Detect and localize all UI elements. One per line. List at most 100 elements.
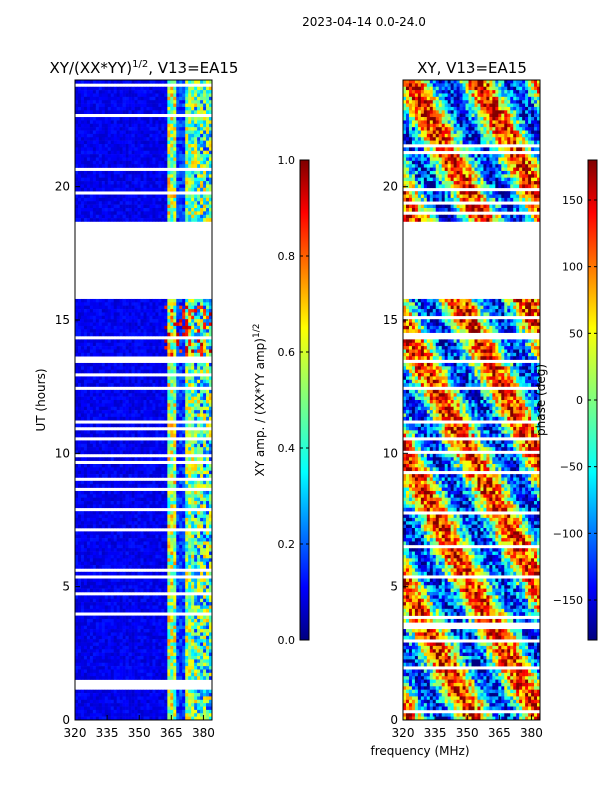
heatmap-cell — [119, 403, 123, 408]
heatmap-cell — [134, 544, 138, 549]
heatmap-cell — [176, 120, 180, 125]
heatmap-cell — [104, 106, 109, 111]
heatmap-cell — [86, 332, 91, 337]
heatmap-cell — [182, 423, 186, 428]
heatmap-cell — [155, 137, 159, 141]
heatmap-cell — [104, 551, 109, 556]
heatmap-cell — [194, 551, 198, 556]
heatmap-cell — [200, 517, 204, 522]
heatmap-cell — [167, 150, 171, 155]
heatmap-cell — [176, 204, 180, 209]
heatmap-cell — [86, 494, 91, 498]
heatmap-cell — [158, 184, 162, 189]
heatmap-cell — [104, 430, 109, 434]
heatmap-cell — [128, 400, 132, 404]
heatmap-cell — [101, 93, 106, 98]
heatmap-cell — [173, 538, 177, 542]
heatmap-cell — [116, 305, 120, 310]
heatmap-cell — [101, 329, 106, 333]
heatmap-cell — [182, 315, 186, 320]
heatmap-cell — [77, 504, 82, 509]
heatmap-cell — [128, 117, 132, 121]
heatmap-cell — [176, 86, 180, 91]
heatmap-cell — [98, 379, 103, 384]
heatmap-cell — [119, 366, 123, 370]
heatmap-cell — [119, 383, 123, 387]
heatmap-cell — [200, 470, 204, 475]
heatmap-cell — [119, 561, 123, 566]
heatmap-cell — [75, 90, 79, 94]
heatmap-cell — [92, 561, 97, 566]
heatmap-cell — [137, 86, 141, 91]
heatmap-cell — [203, 501, 207, 505]
heatmap-cell — [77, 403, 82, 408]
heatmap-cell — [209, 470, 212, 475]
heatmap-cell — [83, 100, 88, 104]
heatmap-cell — [173, 467, 177, 472]
heatmap-cell — [83, 393, 88, 397]
heatmap-cell — [107, 366, 112, 370]
heatmap-cell — [134, 211, 138, 216]
heatmap-cell — [167, 362, 171, 367]
heatmap-cell — [158, 581, 162, 586]
heatmap-cell — [140, 480, 144, 485]
heatmap-cell — [188, 160, 192, 165]
heatmap-cell — [170, 551, 174, 556]
heatmap-cell — [158, 443, 162, 448]
heatmap-cell — [137, 123, 141, 128]
heatmap-cell — [143, 565, 147, 569]
heatmap-cell — [203, 517, 207, 522]
heatmap-cell — [182, 329, 186, 333]
heatmap-cell — [170, 514, 174, 519]
heatmap-cell — [191, 521, 195, 525]
heatmap-cell — [191, 120, 195, 125]
heatmap-cell — [143, 511, 147, 515]
heatmap-cell — [83, 123, 88, 128]
heatmap-cell — [185, 197, 189, 202]
heatmap-cell — [167, 204, 171, 209]
heatmap-cell — [179, 581, 183, 586]
heatmap-cell — [131, 150, 135, 155]
heatmap-cell — [89, 349, 94, 354]
heatmap-cell — [107, 160, 112, 165]
heatmap-cell — [113, 413, 117, 418]
heatmap-cell — [152, 554, 156, 559]
heatmap-cell — [140, 376, 144, 381]
heatmap-cell — [173, 309, 177, 313]
heatmap-cell — [143, 187, 147, 192]
heatmap-cell — [83, 416, 88, 421]
heatmap-cell — [194, 544, 198, 549]
heatmap-cell — [164, 470, 168, 475]
heatmap-cell — [161, 430, 165, 434]
heatmap-cell — [116, 204, 120, 209]
heatmap-cell — [167, 541, 171, 546]
heatmap-cell — [128, 558, 132, 562]
heatmap-cell — [182, 484, 186, 488]
heatmap-cell — [173, 211, 177, 216]
heatmap-cell — [140, 127, 144, 131]
heatmap-cell — [146, 127, 150, 131]
heatmap-cell — [146, 430, 150, 434]
heatmap-cell — [173, 433, 177, 438]
heatmap-cell — [137, 521, 141, 525]
heatmap-cell — [75, 447, 79, 451]
heatmap-cell — [152, 531, 156, 536]
heatmap-cell — [176, 312, 180, 317]
heatmap-cell — [137, 497, 141, 502]
heatmap-cell — [209, 201, 212, 205]
heatmap-cell — [140, 443, 144, 448]
heatmap-cell — [134, 514, 138, 519]
heatmap-cell — [80, 554, 85, 559]
heatmap-cell — [92, 578, 97, 583]
heatmap-cell — [125, 211, 129, 216]
heatmap-cell — [155, 329, 159, 333]
heatmap-cell — [209, 322, 212, 327]
heatmap-cell — [101, 174, 106, 178]
heatmap-cell — [173, 581, 177, 586]
heatmap-cell — [140, 160, 144, 165]
heatmap-cell — [98, 474, 103, 478]
heatmap-cell — [77, 117, 82, 121]
heatmap-cell — [75, 578, 79, 583]
heatmap-cell — [77, 406, 82, 411]
heatmap-cell — [83, 174, 88, 178]
